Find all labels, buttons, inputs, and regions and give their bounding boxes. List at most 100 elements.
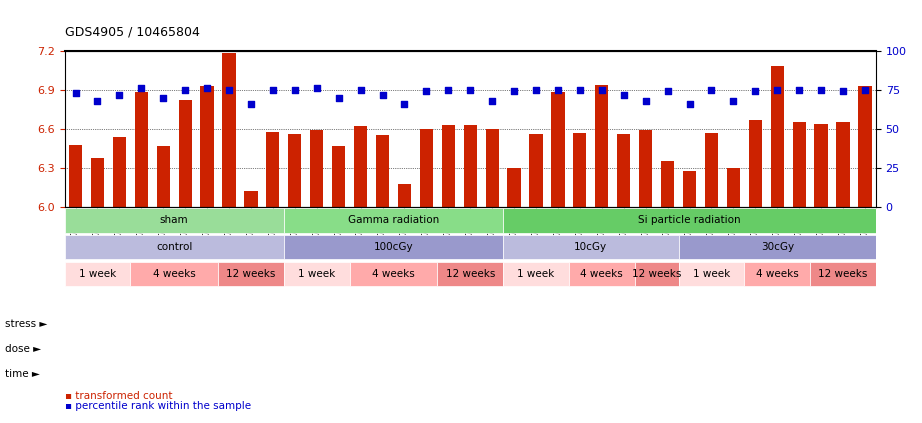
Bar (244, 192, 257, 207)
Point (485, 97, 500, 104)
Bar (551, 93, 564, 207)
Bar (507, 168, 521, 207)
Point (550, 86, 565, 93)
Bar (639, 130, 652, 207)
Bar (661, 162, 674, 207)
FancyBboxPatch shape (65, 262, 130, 286)
Point (835, 88, 850, 95)
Point (660, 88, 675, 95)
FancyBboxPatch shape (130, 262, 218, 286)
Point (419, 88, 433, 95)
Text: stress ►: stress ► (5, 319, 47, 329)
Point (178, 86, 193, 93)
Point (310, 85, 325, 92)
Point (770, 86, 785, 93)
FancyBboxPatch shape (503, 262, 569, 286)
Bar (573, 133, 586, 207)
FancyBboxPatch shape (65, 209, 284, 233)
Text: 1 week: 1 week (78, 269, 116, 279)
Point (397, 101, 412, 107)
Text: control: control (156, 242, 193, 253)
Bar (266, 132, 279, 207)
Text: GDS4905 / 10465804: GDS4905 / 10465804 (65, 25, 199, 38)
Point (266, 86, 280, 93)
Point (441, 86, 455, 93)
Text: 12 weeks: 12 weeks (632, 269, 681, 279)
Point (726, 97, 740, 104)
FancyBboxPatch shape (284, 262, 349, 286)
Bar (332, 146, 345, 207)
Point (243, 101, 258, 107)
Bar (814, 124, 828, 207)
Point (353, 86, 368, 93)
Point (156, 94, 171, 101)
Point (595, 86, 609, 93)
Text: 4 weeks: 4 weeks (372, 269, 415, 279)
Point (748, 88, 762, 95)
Text: ▪ transformed count: ▪ transformed count (65, 390, 172, 401)
FancyBboxPatch shape (503, 235, 679, 259)
Point (573, 86, 587, 93)
Text: 30cGy: 30cGy (761, 242, 794, 253)
Point (792, 86, 807, 93)
FancyBboxPatch shape (503, 209, 876, 233)
Point (638, 97, 653, 104)
Bar (596, 85, 609, 207)
FancyBboxPatch shape (679, 235, 876, 259)
Text: sham: sham (160, 215, 188, 225)
Text: Si particle radiation: Si particle radiation (638, 215, 740, 225)
Point (528, 86, 543, 93)
Bar (135, 93, 148, 207)
Point (463, 86, 478, 93)
FancyBboxPatch shape (810, 262, 876, 286)
Text: 1 week: 1 week (298, 269, 336, 279)
FancyBboxPatch shape (349, 262, 437, 286)
Text: 12 weeks: 12 weeks (445, 269, 495, 279)
Text: 100cGy: 100cGy (373, 242, 413, 253)
Text: ▪ percentile rank within the sample: ▪ percentile rank within the sample (65, 401, 251, 411)
Point (134, 85, 148, 92)
Point (200, 85, 215, 92)
FancyBboxPatch shape (284, 209, 503, 233)
Bar (310, 130, 324, 207)
Bar (858, 86, 871, 207)
Text: dose ►: dose ► (5, 344, 41, 354)
Point (68, 90, 83, 96)
Bar (157, 146, 170, 207)
Point (814, 86, 829, 93)
Bar (179, 100, 192, 207)
Text: 1 week: 1 week (517, 269, 555, 279)
Point (616, 91, 631, 98)
Text: 4 weeks: 4 weeks (581, 269, 623, 279)
Bar (749, 120, 762, 207)
FancyBboxPatch shape (679, 262, 744, 286)
FancyBboxPatch shape (65, 235, 284, 259)
Text: 10cGy: 10cGy (574, 242, 608, 253)
Bar (200, 86, 214, 207)
Bar (464, 125, 477, 207)
Bar (704, 133, 718, 207)
FancyBboxPatch shape (218, 262, 284, 286)
Bar (289, 134, 301, 207)
Bar (793, 122, 806, 207)
Bar (398, 184, 411, 207)
Bar (91, 157, 104, 207)
Point (857, 86, 872, 93)
Point (221, 86, 236, 93)
FancyBboxPatch shape (634, 262, 679, 286)
Bar (222, 53, 236, 207)
Point (288, 86, 302, 93)
Point (331, 94, 346, 101)
Bar (771, 66, 784, 207)
Bar (420, 129, 433, 207)
Text: Gamma radiation: Gamma radiation (348, 215, 439, 225)
Point (704, 86, 719, 93)
Bar (836, 122, 849, 207)
FancyBboxPatch shape (284, 235, 503, 259)
Point (682, 101, 697, 107)
Bar (617, 134, 631, 207)
FancyBboxPatch shape (569, 262, 634, 286)
Point (375, 91, 390, 98)
Text: 12 weeks: 12 weeks (226, 269, 276, 279)
FancyBboxPatch shape (744, 262, 810, 286)
